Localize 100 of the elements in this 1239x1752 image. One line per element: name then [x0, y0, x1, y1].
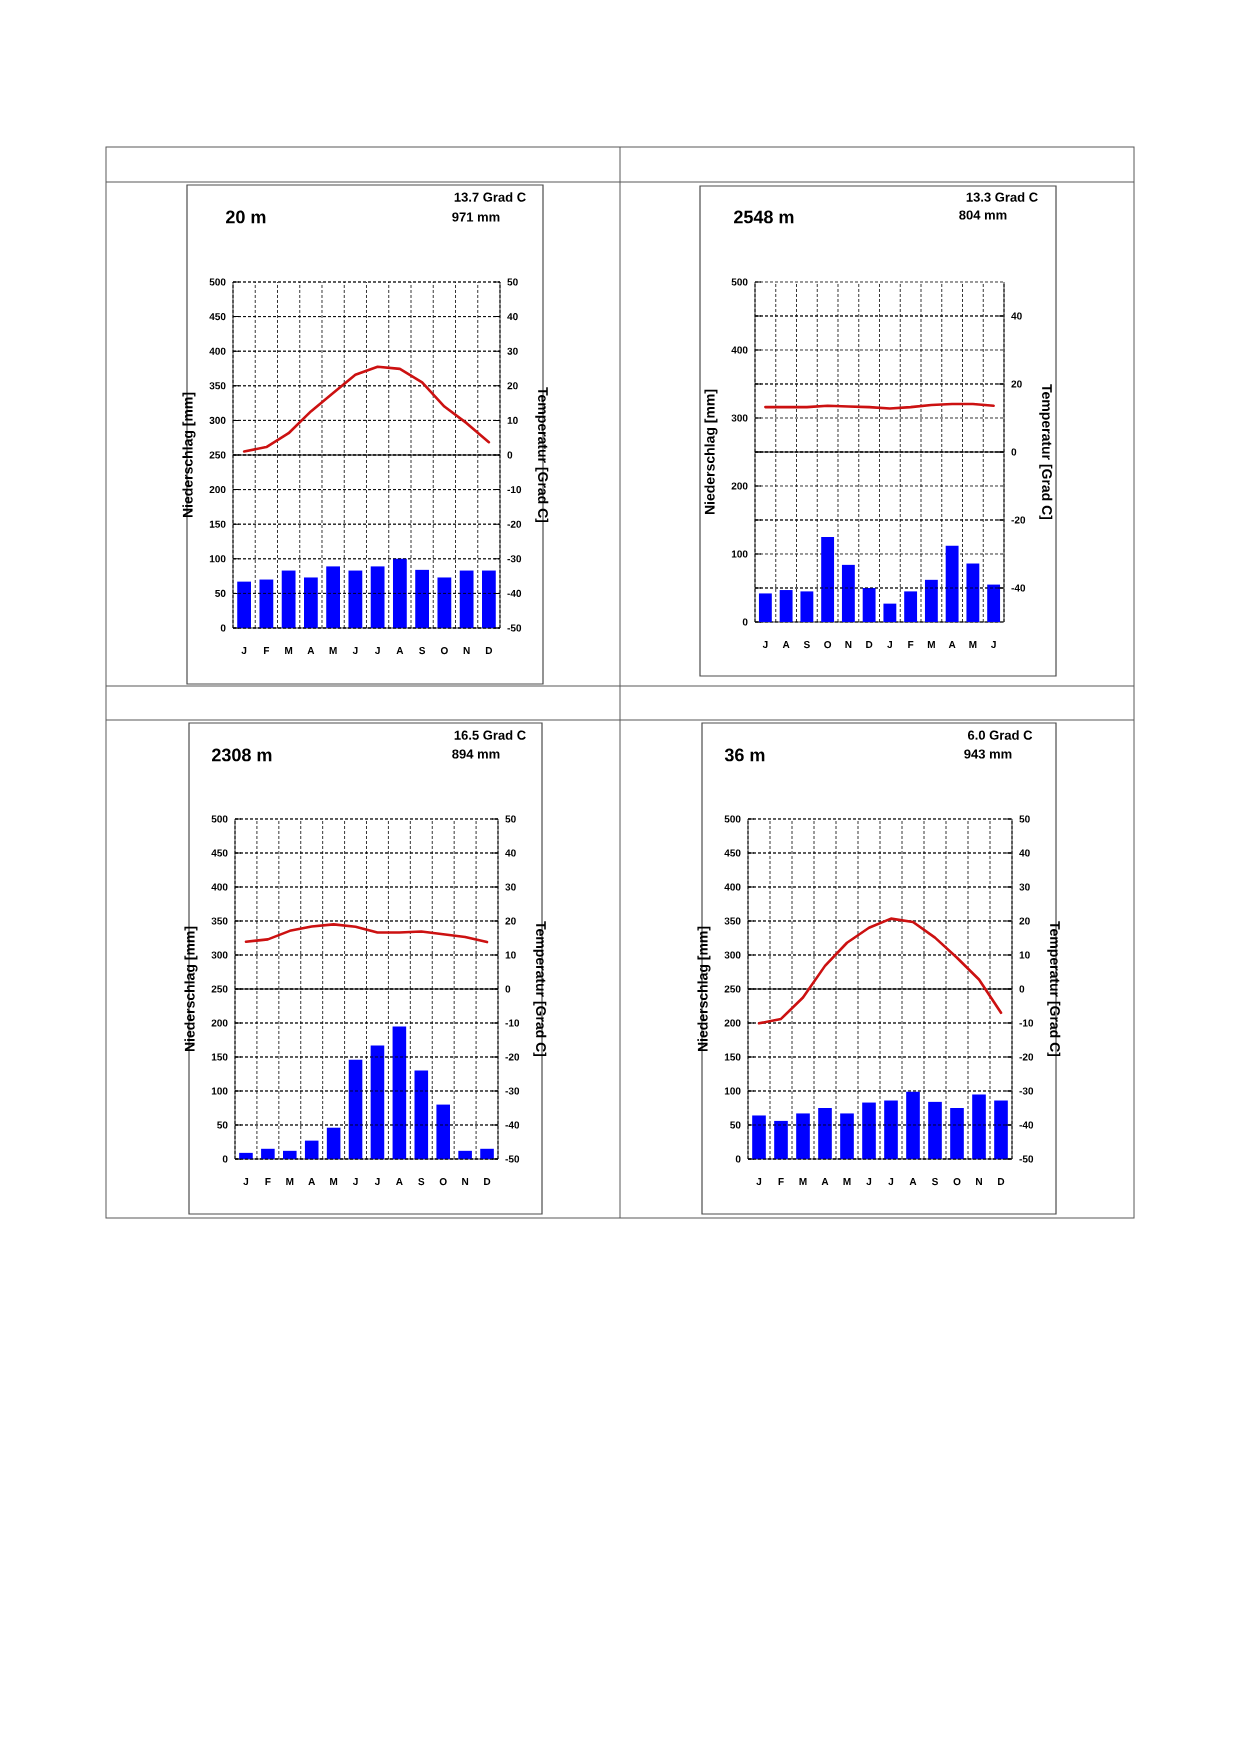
- x-tick-label: J: [243, 1178, 249, 1186]
- y-tick-label: 100: [724, 1087, 741, 1095]
- x-tick-label: J: [887, 641, 892, 649]
- y2-tick-label: 0: [507, 451, 513, 459]
- x-tick-label: J: [375, 647, 380, 655]
- x-tick-label: M: [927, 641, 935, 648]
- x-tick-label: J: [866, 1178, 872, 1186]
- y-tick-label: 50: [730, 1121, 741, 1129]
- y-axis-title: Niederschlag [mm]: [184, 926, 198, 1052]
- y2-tick-label: -50: [1019, 1155, 1034, 1163]
- x-tick-label: N: [462, 1178, 469, 1185]
- y-tick-label: 500: [211, 815, 228, 823]
- x-tick-label: A: [948, 641, 956, 648]
- y-tick-label: 300: [724, 951, 741, 959]
- y2-tick-label: -30: [505, 1087, 520, 1095]
- text: 804 mm: [959, 210, 1007, 220]
- x-tick-label: J: [374, 1178, 380, 1186]
- text: 16.5 Grad C: [454, 730, 526, 740]
- x-tick-label: D: [866, 641, 873, 648]
- y2-tick-label: 20: [1011, 380, 1022, 388]
- y-tick-label: 100: [731, 550, 748, 558]
- y-tick-label: 100: [209, 555, 226, 563]
- x-tick-label: J: [762, 641, 768, 649]
- y-tick-label: 100: [211, 1087, 228, 1095]
- x-tick-label: F: [263, 647, 270, 654]
- y2-tick-label: 30: [1019, 883, 1030, 891]
- x-tick-label: D: [998, 1178, 1005, 1185]
- y-tick-label: 400: [724, 883, 741, 891]
- y2-axis-title: Temperatur [Grad C]: [1039, 384, 1053, 520]
- text: 13.7 Grad C: [454, 192, 526, 202]
- text: 6.0 Grad C: [967, 730, 1033, 740]
- y2-tick-label: 20: [1019, 917, 1030, 925]
- x-tick-label: J: [241, 647, 247, 655]
- y-tick-label: 150: [209, 520, 226, 528]
- x-tick-label: J: [991, 641, 996, 649]
- y2-tick-label: 50: [1019, 815, 1030, 823]
- chart-title: 36 m: [724, 748, 765, 762]
- x-tick-label: O: [440, 647, 448, 655]
- y2-tick-label: -10: [1019, 1019, 1034, 1027]
- y2-tick-label: -20: [1019, 1053, 1034, 1061]
- y2-tick-label: -10: [505, 1019, 520, 1027]
- y2-tick-label: -20: [507, 520, 522, 528]
- x-tick-label: M: [843, 1178, 851, 1185]
- x-tick-label: A: [821, 1178, 829, 1185]
- y2-tick-label: -40: [507, 589, 522, 597]
- y2-tick-label: 10: [507, 416, 518, 424]
- x-tick-label: O: [953, 1178, 961, 1186]
- y-tick-label: 350: [209, 382, 226, 390]
- x-tick-label: F: [778, 1178, 784, 1185]
- y-tick-label: 250: [724, 985, 741, 993]
- y-tick-label: 150: [211, 1053, 228, 1061]
- y-tick-label: 400: [211, 883, 228, 891]
- y-tick-label: 450: [211, 849, 228, 857]
- y2-axis-title: Temperatur [Grad C]: [533, 921, 547, 1057]
- y-tick-label: 0: [735, 1155, 741, 1163]
- y-tick-label: 350: [211, 917, 228, 925]
- y2-tick-label: 0: [1019, 985, 1025, 993]
- x-tick-label: O: [824, 641, 832, 649]
- x-tick-label: A: [782, 641, 790, 648]
- y-tick-label: 500: [209, 278, 226, 286]
- text: 13.3 Grad C: [966, 192, 1038, 202]
- y-tick-label: 0: [742, 618, 748, 626]
- x-tick-label: M: [799, 1178, 807, 1185]
- x-tick-label: D: [485, 647, 493, 654]
- x-tick-label: M: [969, 641, 977, 648]
- y2-tick-label: 40: [1011, 312, 1022, 320]
- x-tick-label: F: [908, 641, 914, 648]
- y-tick-label: 500: [724, 815, 741, 823]
- y-tick-label: 200: [209, 486, 226, 494]
- x-tick-label: J: [352, 647, 358, 655]
- x-tick-label: O: [439, 1178, 447, 1186]
- x-tick-label: A: [909, 1178, 917, 1185]
- y2-tick-label: 40: [507, 313, 518, 321]
- y2-axis-title: Temperatur [Grad C]: [1047, 921, 1061, 1057]
- x-tick-label: N: [976, 1178, 982, 1185]
- y2-tick-label: 40: [505, 849, 516, 857]
- y2-tick-label: -40: [505, 1121, 520, 1129]
- y2-tick-label: 30: [507, 347, 518, 355]
- chart-title: 2548 m: [734, 210, 794, 224]
- y2-tick-label: 50: [505, 815, 516, 823]
- y2-tick-label: -20: [505, 1053, 520, 1061]
- y2-tick-label: 20: [507, 382, 518, 390]
- x-tick-label: S: [931, 1178, 938, 1186]
- y2-tick-label: 40: [1019, 849, 1030, 857]
- y2-tick-label: -20: [1011, 516, 1026, 524]
- y-tick-label: 150: [724, 1053, 741, 1061]
- text: 971 mm: [452, 212, 500, 222]
- x-tick-label: J: [888, 1178, 894, 1186]
- y2-tick-label: 10: [505, 951, 516, 959]
- y-axis-title: Niederschlag [mm]: [704, 389, 718, 515]
- y-tick-label: 200: [724, 1019, 741, 1027]
- x-tick-label: A: [396, 647, 404, 654]
- y-tick-label: 450: [209, 313, 226, 321]
- x-tick-label: A: [307, 647, 315, 654]
- y-tick-label: 400: [731, 346, 748, 354]
- x-tick-label: J: [756, 1178, 762, 1186]
- x-tick-label: M: [330, 1178, 338, 1185]
- y-axis-title: Niederschlag [mm]: [697, 926, 711, 1052]
- y2-tick-label: -30: [507, 555, 522, 563]
- x-tick-label: A: [308, 1178, 316, 1185]
